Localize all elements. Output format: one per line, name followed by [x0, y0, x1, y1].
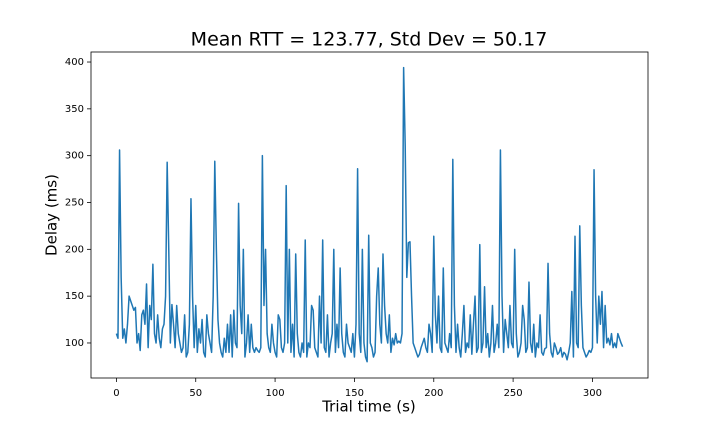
- y-tick-label: 400: [65, 57, 84, 68]
- y-tick-label: 100: [65, 338, 84, 349]
- chart-title: Mean RTT = 123.77, Std Dev = 50.17: [191, 29, 548, 51]
- y-tick-label: 350: [65, 104, 84, 115]
- x-tick-label: 300: [583, 388, 602, 399]
- x-axis-label: Trial time (s): [321, 398, 416, 416]
- y-tick-label: 150: [65, 291, 84, 302]
- x-tick-label: 250: [504, 388, 523, 399]
- y-tick-label: 200: [65, 244, 84, 255]
- y-tick-label: 250: [65, 197, 84, 208]
- x-tick-label: 150: [345, 388, 364, 399]
- x-tick-label: 200: [424, 388, 443, 399]
- plot-frame: [90, 51, 649, 379]
- data-line: [115, 66, 624, 363]
- x-tick-label: 100: [266, 388, 285, 399]
- x-tick-label: 0: [113, 388, 119, 399]
- x-tick-label: 50: [189, 388, 202, 399]
- y-tick-label: 300: [65, 151, 84, 162]
- y-axis-label: Delay (ms): [43, 174, 61, 256]
